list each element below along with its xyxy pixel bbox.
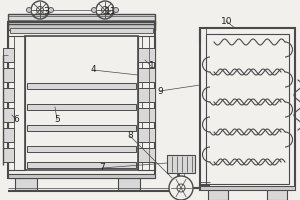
- Bar: [27, 146, 136, 152]
- Bar: [15, 178, 37, 190]
- Text: 3: 3: [44, 6, 50, 16]
- Bar: [208, 190, 228, 200]
- Text: 4: 4: [90, 66, 96, 74]
- Bar: [27, 104, 136, 110]
- Text: 10: 10: [221, 17, 232, 25]
- Bar: [8, 22, 155, 178]
- Text: 9: 9: [158, 86, 164, 96]
- Bar: [27, 83, 136, 89]
- Text: 8: 8: [128, 132, 134, 140]
- Bar: [138, 88, 155, 102]
- Bar: [3, 68, 14, 82]
- Bar: [200, 186, 295, 190]
- Text: 7: 7: [99, 164, 105, 172]
- Bar: [27, 125, 136, 131]
- Text: 5: 5: [54, 116, 60, 124]
- Bar: [8, 174, 155, 178]
- Bar: [200, 28, 295, 190]
- Circle shape: [92, 7, 97, 12]
- Bar: [3, 148, 14, 162]
- Bar: [25, 36, 138, 170]
- Circle shape: [113, 7, 119, 12]
- Circle shape: [26, 7, 32, 12]
- Bar: [206, 34, 289, 184]
- Circle shape: [49, 7, 53, 12]
- Bar: [267, 190, 287, 200]
- Bar: [138, 36, 155, 170]
- Bar: [138, 48, 155, 62]
- Text: 11: 11: [105, 6, 117, 16]
- Bar: [118, 178, 140, 190]
- Text: 1: 1: [148, 62, 154, 71]
- Bar: [8, 14, 155, 24]
- Bar: [27, 162, 136, 168]
- Bar: [138, 148, 155, 162]
- Bar: [138, 108, 155, 122]
- Bar: [138, 68, 155, 82]
- Bar: [3, 128, 14, 142]
- Bar: [8, 22, 155, 30]
- Bar: [3, 108, 14, 122]
- Bar: [3, 88, 14, 102]
- Bar: [167, 155, 195, 173]
- Bar: [3, 48, 14, 62]
- Bar: [10, 28, 153, 33]
- Bar: [8, 36, 25, 170]
- Text: 6: 6: [14, 116, 20, 124]
- Bar: [138, 128, 155, 142]
